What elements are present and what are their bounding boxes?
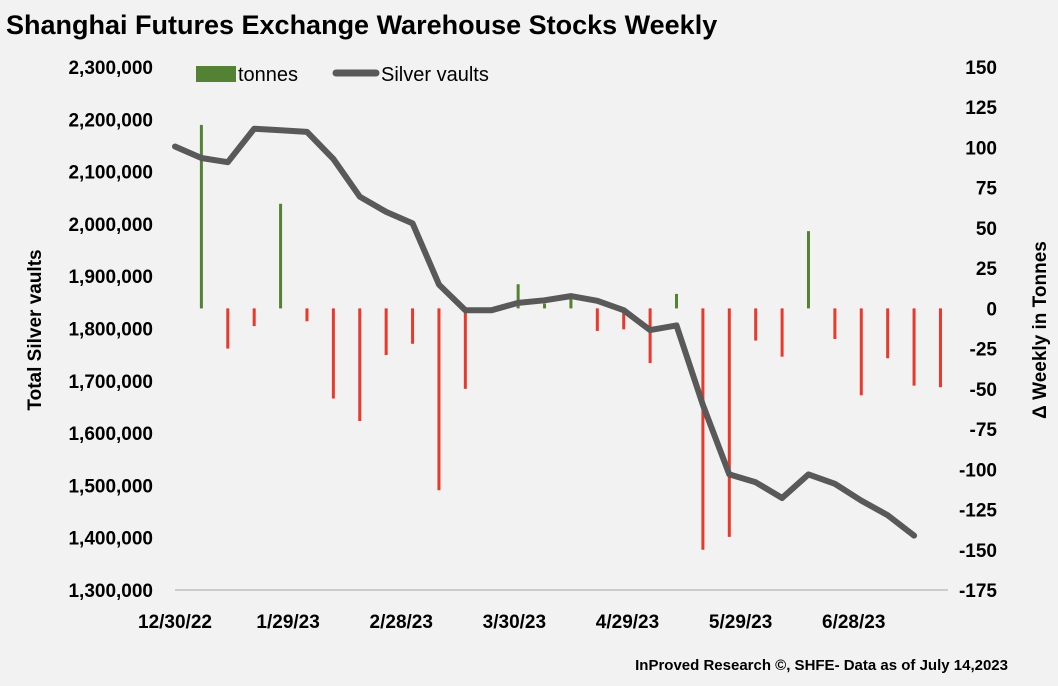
bar xyxy=(912,308,916,386)
bar xyxy=(543,303,547,309)
left-tick-label: 1,700,000 xyxy=(68,372,153,393)
x-tick-label: 6/28/23 xyxy=(822,612,885,633)
bar xyxy=(279,203,283,309)
left-tick-label: 2,000,000 xyxy=(68,215,153,236)
right-tick-label: 100 xyxy=(965,138,997,159)
bar xyxy=(437,308,441,491)
left-tick-label: 1,800,000 xyxy=(68,320,153,341)
right-tick-label: -175 xyxy=(959,581,997,602)
bar xyxy=(305,308,309,322)
left-tick-label: 1,900,000 xyxy=(68,267,153,288)
left-axis-title: Total Silver vaults xyxy=(25,249,46,410)
bar xyxy=(938,308,942,388)
legend-label-tonnes: tonnes xyxy=(238,64,298,86)
silver-vaults-line xyxy=(172,125,918,539)
chart-title: Shanghai Futures Exchange Warehouse Stoc… xyxy=(6,10,717,40)
line-series xyxy=(172,125,918,539)
legend: tonnes Silver vaults xyxy=(196,64,489,86)
bar xyxy=(411,308,415,344)
left-tick-label: 2,200,000 xyxy=(68,110,153,131)
right-tick-label: -75 xyxy=(970,420,998,441)
right-tick-label: 75 xyxy=(976,179,998,200)
bar xyxy=(516,284,520,309)
bar xyxy=(701,308,705,550)
bar xyxy=(754,308,758,341)
left-tick-label: 1,600,000 xyxy=(68,424,153,445)
bar xyxy=(331,308,335,399)
left-tick-label: 2,100,000 xyxy=(68,163,153,184)
right-tick-label: 25 xyxy=(976,259,998,280)
bar xyxy=(833,308,837,339)
x-tick-label: 4/29/23 xyxy=(596,612,659,633)
x-tick-label: 12/30/22 xyxy=(138,612,212,633)
source-note: InProved Research ©, SHFE- Data as of Ju… xyxy=(635,657,1008,674)
right-tick-label: 50 xyxy=(976,219,997,240)
right-tick-label: 0 xyxy=(986,299,997,320)
left-tick-label: 1,400,000 xyxy=(68,529,153,550)
bar xyxy=(727,308,731,537)
bar xyxy=(199,124,203,309)
right-axis-title: Δ Weekly in Tonnes xyxy=(1030,241,1051,419)
x-tick-label: 1/29/23 xyxy=(256,612,319,633)
bar xyxy=(569,295,573,309)
bar xyxy=(622,308,626,330)
bar xyxy=(595,308,599,331)
right-tick-label: -150 xyxy=(959,541,997,562)
bar xyxy=(252,308,256,327)
legend-label-silver-vaults: Silver vaults xyxy=(381,64,489,86)
bar xyxy=(358,308,362,422)
left-axis-ticks: 1,300,000 1,400,000 1,500,000 1,600,000 1,70… xyxy=(68,58,153,602)
right-tick-label: 150 xyxy=(965,58,997,79)
bar xyxy=(859,308,863,396)
right-tick-label: -125 xyxy=(959,501,997,522)
x-axis-ticks: 12/30/22 1/29/23 2/28/23 3/30/23 4/29/23 5/29… xyxy=(138,612,885,633)
right-tick-label: -50 xyxy=(970,380,997,401)
left-tick-label: 1,300,000 xyxy=(68,581,153,602)
bar xyxy=(226,308,230,349)
left-tick-label: 1,500,000 xyxy=(68,476,153,497)
bar xyxy=(806,231,810,309)
left-tick-label: 2,300,000 xyxy=(68,58,153,79)
right-tick-label: 125 xyxy=(965,98,997,119)
bar xyxy=(675,293,679,309)
bar xyxy=(463,308,467,389)
x-tick-label: 5/29/23 xyxy=(709,612,772,633)
bar-series xyxy=(199,124,942,550)
right-tick-label: -25 xyxy=(970,340,998,361)
bar xyxy=(384,308,388,356)
right-tick-label: -100 xyxy=(959,460,997,481)
x-tick-label: 2/28/23 xyxy=(370,612,433,633)
bar xyxy=(886,308,890,359)
bar xyxy=(648,308,652,364)
bar xyxy=(780,308,784,357)
legend-swatch-tonnes xyxy=(196,66,236,82)
x-tick-label: 3/30/23 xyxy=(483,612,546,633)
right-axis-ticks: -175 -150 -125 -100 -75 -50 -25 0 25 50 75 100 125 15… xyxy=(959,58,997,602)
